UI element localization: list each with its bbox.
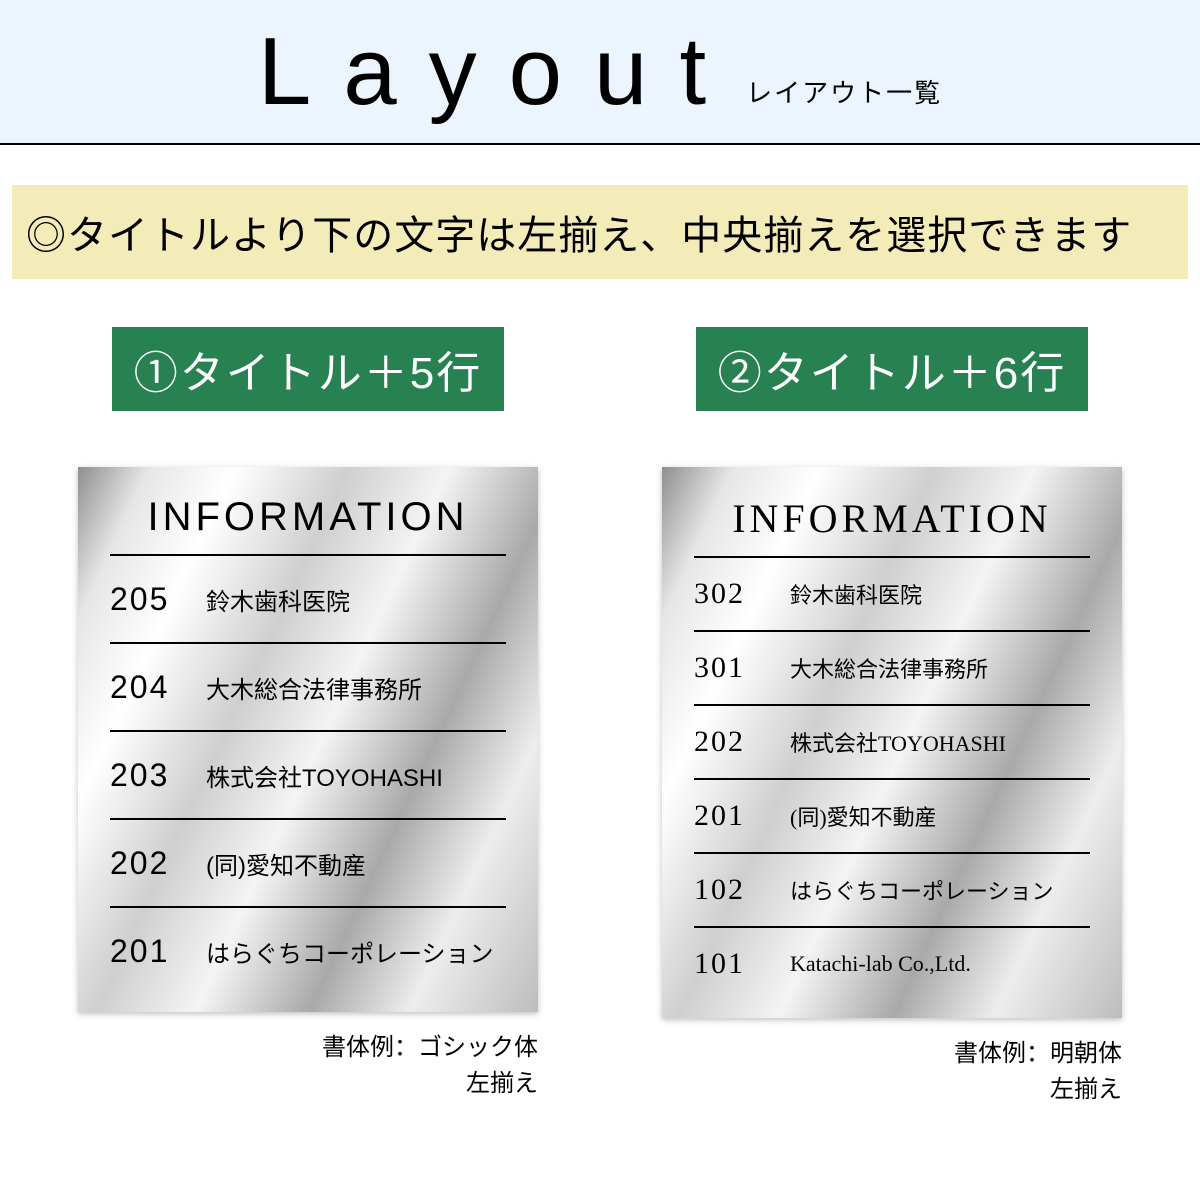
row-number: 201 (694, 799, 790, 833)
row-name: 大木総合法律事務所 (790, 652, 988, 684)
table-row: 204大木総合法律事務所 (110, 642, 506, 730)
row-name: はらぐちコーポレーション (206, 934, 494, 969)
row-name: 鈴木歯科医院 (790, 578, 922, 610)
caption: 書体例：明朝体 左揃え (662, 1036, 1122, 1108)
caption-line: 左揃え (1050, 1076, 1122, 1103)
row-number: 302 (694, 577, 790, 611)
plate-title: INFORMATION (78, 495, 538, 540)
row-name: 株式会社TOYOHASHI (790, 726, 1006, 758)
column-label: ②タイトル＋6行 (696, 327, 1088, 411)
row-number: 301 (694, 651, 790, 685)
row-number: 202 (110, 845, 206, 882)
table-row: 201はらぐちコーポレーション (110, 906, 506, 994)
row-number: 101 (694, 947, 790, 981)
caption-line: 書体例：ゴシック体 (322, 1034, 538, 1061)
caption: 書体例：ゴシック体 左揃え (78, 1030, 538, 1102)
row-number: 102 (694, 873, 790, 907)
row-name: 大木総合法律事務所 (206, 670, 422, 705)
row-name: (同)愛知不動産 (206, 846, 366, 881)
page-subtitle: レイアウト一覧 (746, 73, 942, 110)
row-number: 203 (110, 757, 206, 794)
row-name: 株式会社TOYOHASHI (206, 758, 443, 793)
notice-text: ◎タイトルより下の文字は左揃え、中央揃えを選択できます (12, 185, 1188, 279)
table-row: 203株式会社TOYOHASHI (110, 730, 506, 818)
table-row: 101Katachi-lab Co.,Ltd. (694, 926, 1090, 1000)
table-row: 102はらぐちコーポレーション (694, 852, 1090, 926)
column-label: ①タイトル＋5行 (112, 327, 504, 411)
row-number: 205 (110, 581, 206, 618)
table-row: 201(同)愛知不動産 (694, 778, 1090, 852)
page-title: Layout (258, 17, 738, 127)
row-name: Katachi-lab Co.,Ltd. (790, 951, 971, 977)
table-row: 205鈴木歯科医院 (110, 554, 506, 642)
table-row: 301大木総合法律事務所 (694, 630, 1090, 704)
row-number: 202 (694, 725, 790, 759)
columns: ①タイトル＋5行 INFORMATION 205鈴木歯科医院 204大木総合法律… (0, 279, 1200, 1108)
column-5rows: ①タイトル＋5行 INFORMATION 205鈴木歯科医院 204大木総合法律… (48, 327, 568, 1108)
table-row: 202株式会社TOYOHASHI (694, 704, 1090, 778)
header-band: Layout レイアウト一覧 (0, 0, 1200, 145)
table-row: 302鈴木歯科医院 (694, 556, 1090, 630)
row-name: はらぐちコーポレーション (790, 874, 1054, 906)
table-row: 202(同)愛知不動産 (110, 818, 506, 906)
caption-line: 書体例：明朝体 (954, 1040, 1122, 1067)
row-number: 204 (110, 669, 206, 706)
row-name: (同)愛知不動産 (790, 800, 937, 832)
row-name: 鈴木歯科医院 (206, 582, 350, 617)
caption-line: 左揃え (466, 1070, 538, 1097)
plate-title: INFORMATION (662, 495, 1122, 542)
plate-6rows: INFORMATION 302鈴木歯科医院 301大木総合法律事務所 202株式… (662, 467, 1122, 1018)
column-6rows: ②タイトル＋6行 INFORMATION 302鈴木歯科医院 301大木総合法律… (632, 327, 1152, 1108)
row-number: 201 (110, 933, 206, 970)
plate-5rows: INFORMATION 205鈴木歯科医院 204大木総合法律事務所 203株式… (78, 467, 538, 1012)
